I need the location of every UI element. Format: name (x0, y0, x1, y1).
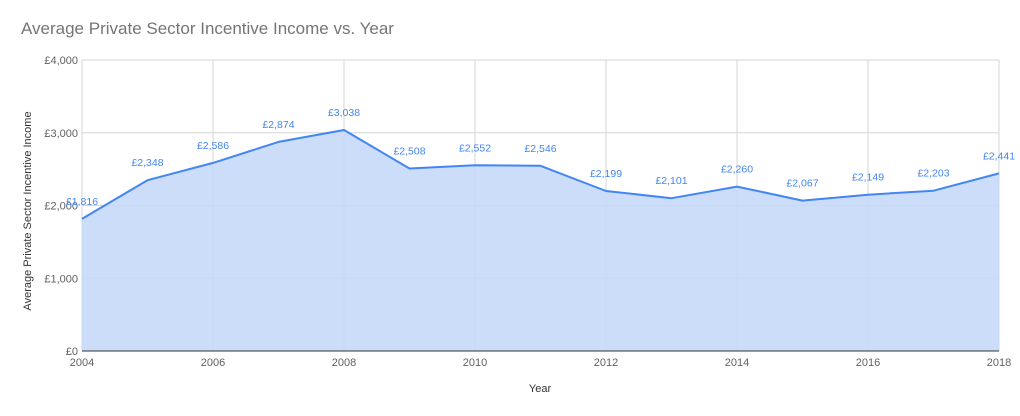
x-tick-label: 2008 (332, 357, 356, 369)
y-tick-label: £3,000 (44, 128, 78, 140)
data-labels: £1,816 £2,348 £2,586 £2,874 £3,038 £2,508 £2,5… (66, 107, 1015, 208)
series-line (81, 129, 1000, 220)
data-label: £2,203 (917, 168, 949, 180)
x-tick-label: 2012 (594, 357, 618, 369)
x-axis-label: Year (529, 383, 552, 395)
data-label: £2,552 (459, 142, 491, 154)
data-label: £2,586 (197, 140, 229, 152)
y-axis-label: Average Private Sector Incentive Income (22, 111, 34, 310)
x-tick-label: 2016 (856, 357, 880, 369)
chart-title: Average Private Sector Incentive Income … (21, 19, 394, 38)
x-tick-label: 2014 (725, 357, 749, 369)
data-label: £2,101 (655, 175, 687, 187)
y-tick-labels: £0 £1,000 £2,000 £3,000 £4,000 (44, 55, 78, 358)
x-tick-label: 2018 (987, 357, 1011, 369)
data-label: £2,260 (721, 164, 753, 176)
data-label: £1,816 (66, 196, 98, 208)
y-tick-label: £4,000 (44, 55, 78, 67)
x-tick-label: 2006 (201, 357, 225, 369)
data-label: £2,546 (524, 143, 556, 155)
x-tick-labels: 2004 2006 2008 2010 2012 2014 2016 2018 (70, 357, 1011, 369)
data-label: £2,199 (590, 168, 622, 180)
x-tick-label: 2010 (463, 357, 487, 369)
data-label: £2,348 (131, 157, 163, 169)
data-label: £2,149 (852, 172, 884, 184)
data-label: £2,508 (393, 146, 425, 158)
data-label: £3,038 (328, 107, 360, 119)
data-label: £2,067 (786, 178, 818, 190)
y-tick-label: £2,000 (44, 201, 78, 213)
y-tick-label: £1,000 (44, 273, 78, 285)
x-tick-label: 2004 (70, 357, 94, 369)
data-label: £2,874 (262, 119, 294, 131)
series-area-fill (82, 130, 999, 351)
y-tick-label: £0 (66, 346, 78, 358)
data-label: £2,441 (983, 150, 1015, 162)
